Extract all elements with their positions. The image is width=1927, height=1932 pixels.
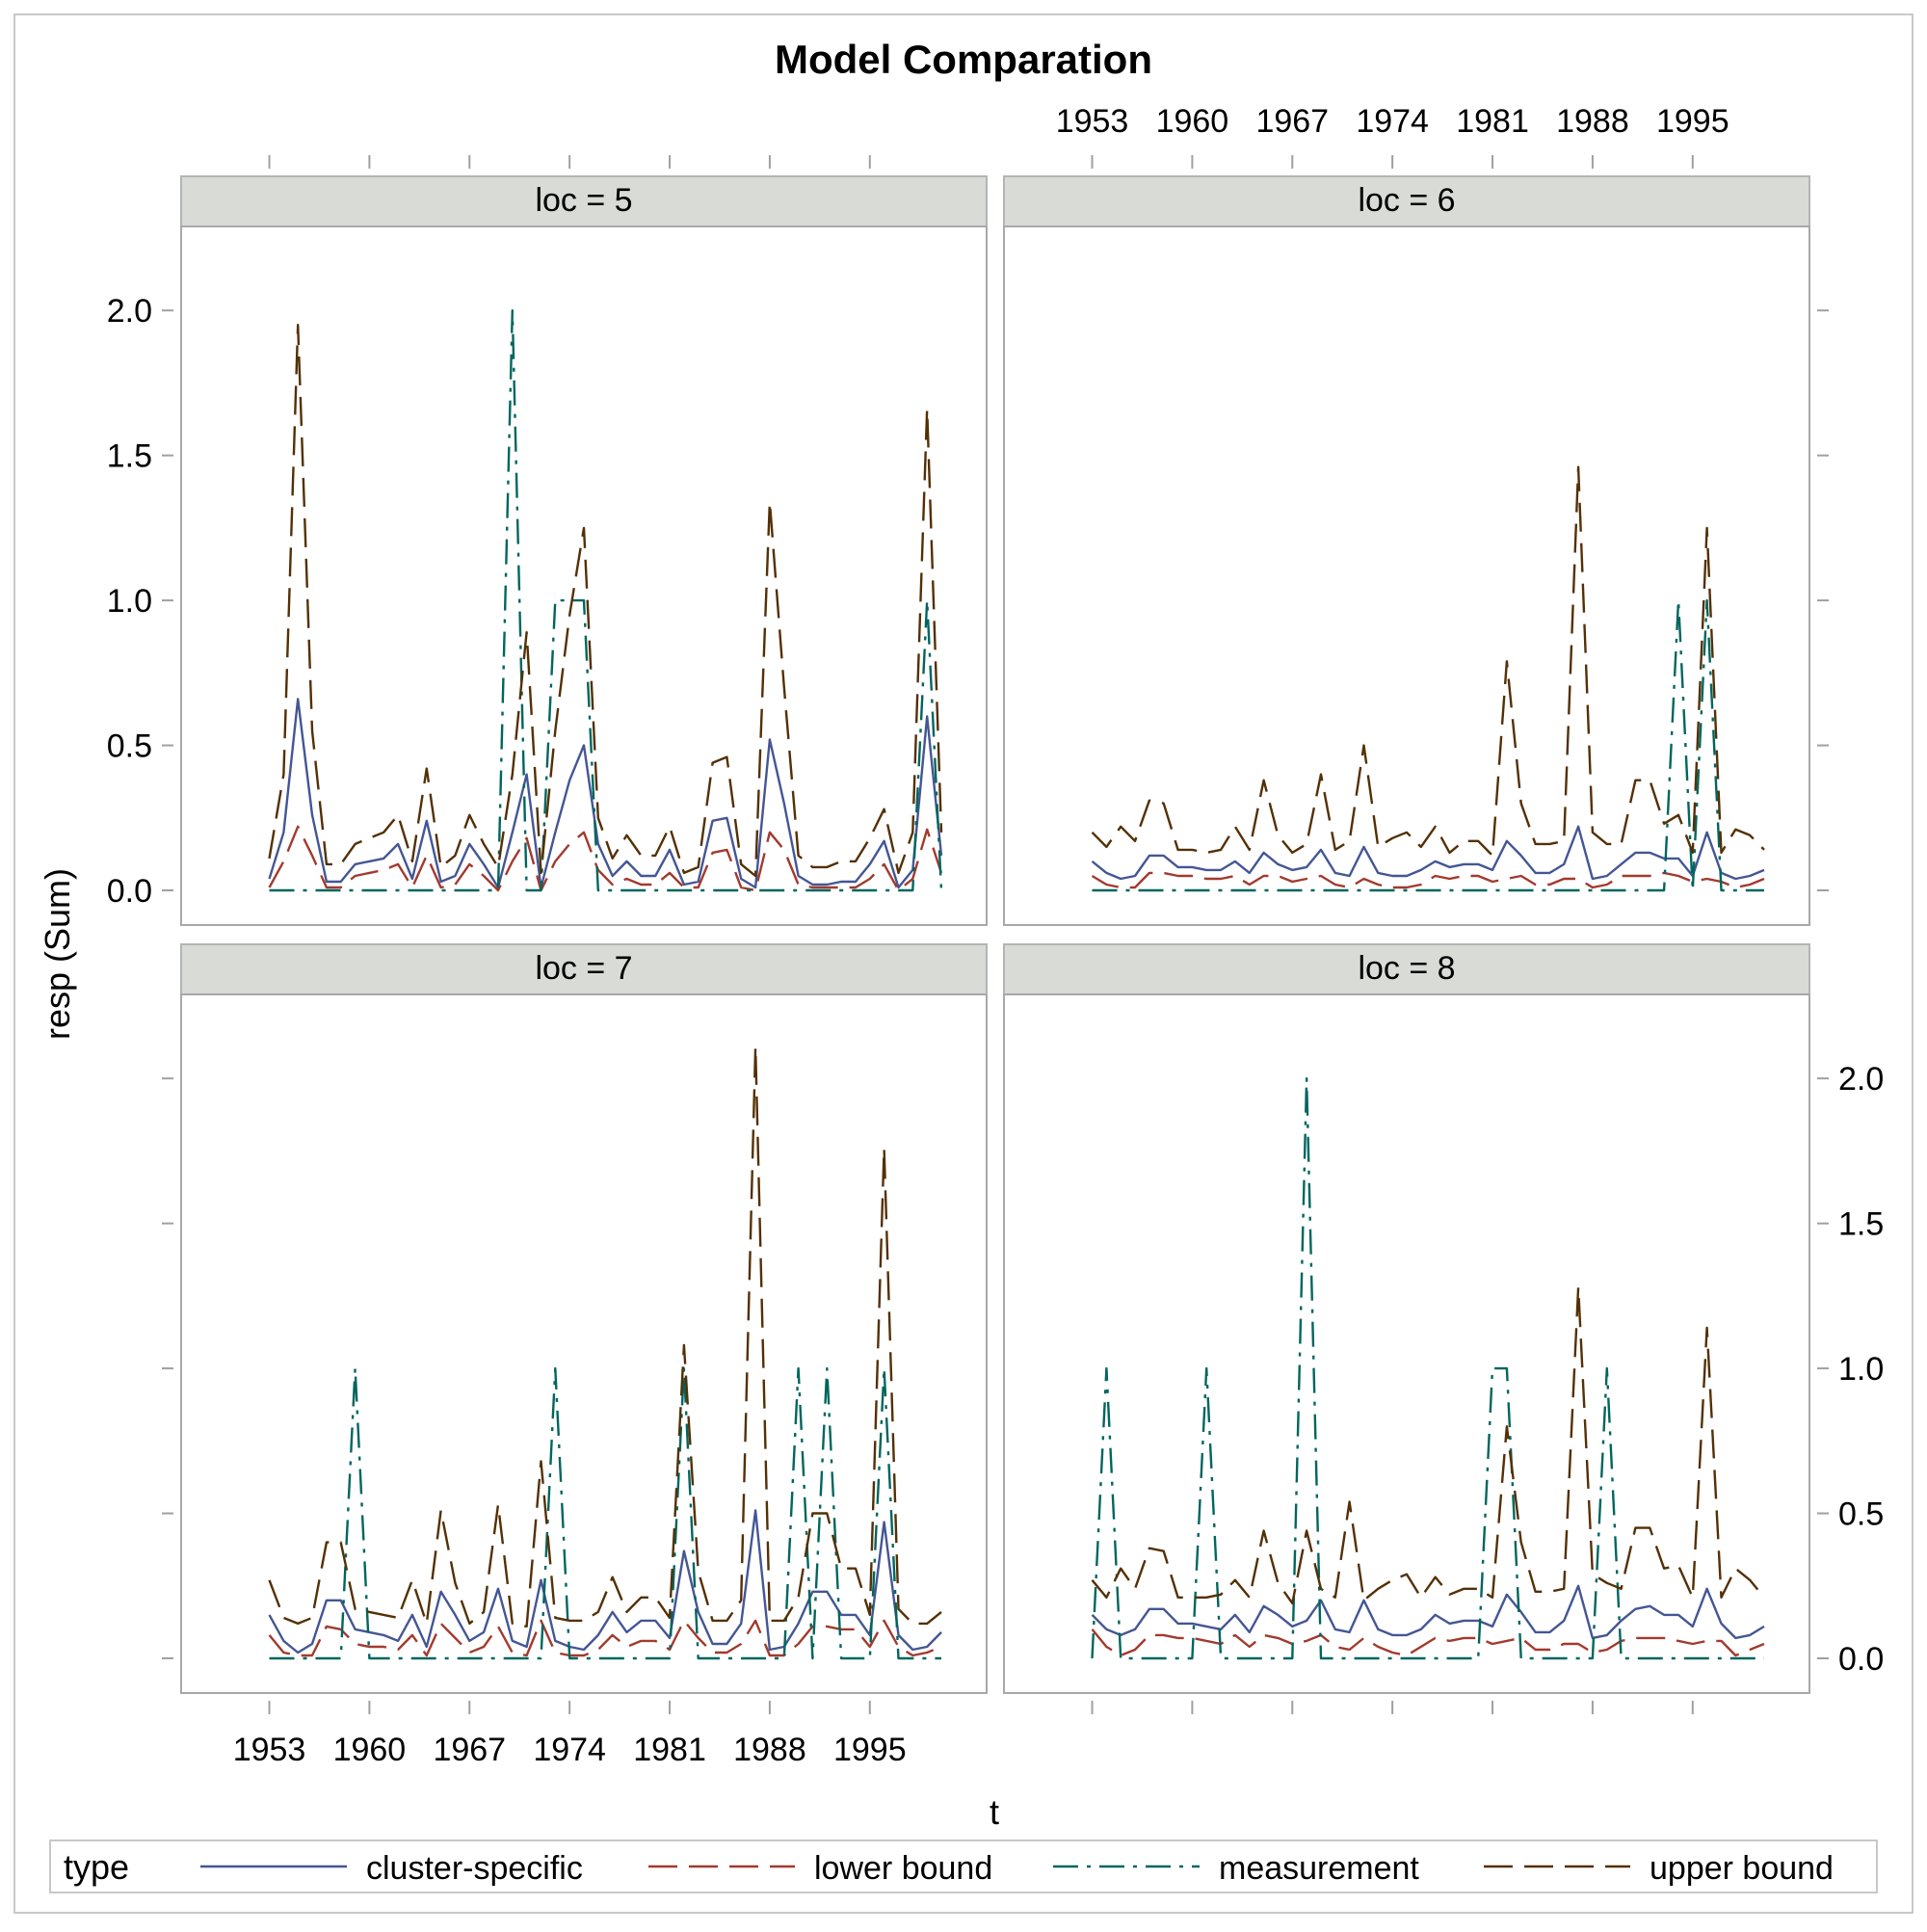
y-axis-label: resp (Sum) bbox=[38, 868, 77, 1040]
panel-plot-frame bbox=[180, 993, 988, 1694]
panels-group: loc = 5 0.0 0.5 1.0 1.5 2.0 loc = 6 1953 1960 196… bbox=[107, 103, 1885, 1768]
panel-strip-label: loc = 5 bbox=[535, 182, 632, 219]
x-tick-label: 1981 bbox=[633, 1732, 706, 1768]
y-tick-label: 1.5 bbox=[1838, 1206, 1884, 1243]
x-tick-label: 1953 bbox=[233, 1732, 306, 1768]
y-tick-label: 0.0 bbox=[1838, 1641, 1884, 1678]
series-line-cluster-specific bbox=[268, 698, 943, 889]
legend-label: measurement bbox=[1219, 1850, 1419, 1887]
y-tick-label: 1.0 bbox=[1838, 1351, 1884, 1388]
series-line-cluster-specific bbox=[1091, 1584, 1765, 1640]
legend-item-cluster-specific: cluster-specific bbox=[200, 1850, 583, 1887]
x-tick-label: 1960 bbox=[1156, 103, 1229, 140]
y-tick-label: 0.5 bbox=[107, 728, 152, 765]
panel-loc-8: loc = 8 0.0 0.5 1.0 1.5 2.0 bbox=[1003, 943, 1884, 1714]
y-tick-label: 2.0 bbox=[107, 293, 152, 330]
series-line-lower-bound bbox=[1091, 1628, 1765, 1657]
series-line-upper-bound bbox=[268, 1045, 942, 1628]
x-tick-label: 1960 bbox=[333, 1732, 407, 1768]
panel-loc-6: loc = 6 1953 1960 1967 1974 1981 1988 1995 bbox=[1003, 103, 1829, 926]
series-line-upper-bound bbox=[1091, 465, 1765, 858]
panel-strip-label: loc = 7 bbox=[535, 950, 632, 987]
panel-strip bbox=[180, 943, 988, 995]
legend-item-lower-bound: lower bound bbox=[648, 1850, 992, 1887]
y-tick-label: 0.0 bbox=[107, 873, 152, 910]
x-tick-label: 1974 bbox=[1356, 103, 1429, 140]
series-line-measurement bbox=[269, 1366, 941, 1660]
chart-border bbox=[13, 13, 1914, 1914]
panel-strip-label: loc = 8 bbox=[1358, 950, 1455, 987]
series-line-cluster-specific bbox=[1091, 825, 1765, 881]
series-line-upper-bound bbox=[1091, 1285, 1765, 1605]
panel-plot-frame bbox=[1003, 225, 1810, 926]
x-tick-label: 1988 bbox=[1556, 103, 1629, 140]
legend-label: upper bound bbox=[1650, 1850, 1834, 1887]
y-tick-label: 1.5 bbox=[107, 438, 152, 475]
series-line-cluster-specific bbox=[268, 1509, 942, 1654]
y-tick-label: 1.0 bbox=[107, 583, 152, 620]
x-tick-label: 1967 bbox=[1255, 103, 1329, 140]
panel-plot-frame bbox=[180, 225, 988, 926]
x-tick-label: 1981 bbox=[1456, 103, 1529, 140]
x-axis-label: t bbox=[990, 1792, 999, 1832]
legend-label: lower bound bbox=[814, 1850, 992, 1887]
x-tick-label: 1995 bbox=[1656, 103, 1729, 140]
series-line-lower-bound bbox=[268, 825, 943, 892]
series-line-measurement bbox=[1092, 598, 1764, 892]
y-tick-label: 2.0 bbox=[1838, 1061, 1884, 1098]
x-tick-label: 1967 bbox=[433, 1732, 506, 1768]
x-tick-label: 1995 bbox=[833, 1732, 907, 1768]
series-line-upper-bound bbox=[268, 324, 943, 878]
panel-loc-7: loc = 7 1953 1960 1967 1974 1981 1988 1995 bbox=[162, 943, 988, 1768]
series-line-measurement bbox=[269, 309, 943, 892]
legend: type cluster-specific lower bound measurem… bbox=[49, 1839, 1878, 1893]
panel-strip bbox=[180, 175, 988, 227]
series-line-lower-bound bbox=[268, 1619, 942, 1657]
legend-title: type bbox=[64, 1847, 129, 1887]
x-tick-label: 1988 bbox=[733, 1732, 806, 1768]
panel-loc-5: loc = 5 0.0 0.5 1.0 1.5 2.0 bbox=[107, 155, 988, 926]
y-tick-label: 0.5 bbox=[1838, 1496, 1884, 1533]
legend-item-measurement: measurement bbox=[1053, 1850, 1419, 1887]
x-tick-label: 1953 bbox=[1056, 103, 1129, 140]
chart-title: Model Comparation bbox=[775, 37, 1152, 82]
panel-strip-label: loc = 6 bbox=[1358, 182, 1455, 219]
legend-item-upper-bound: upper bound bbox=[1484, 1850, 1834, 1887]
x-tick-label: 1974 bbox=[533, 1732, 606, 1768]
panel-strip bbox=[1003, 175, 1810, 227]
series-line-measurement bbox=[1091, 1076, 1764, 1660]
legend-label: cluster-specific bbox=[366, 1850, 583, 1887]
